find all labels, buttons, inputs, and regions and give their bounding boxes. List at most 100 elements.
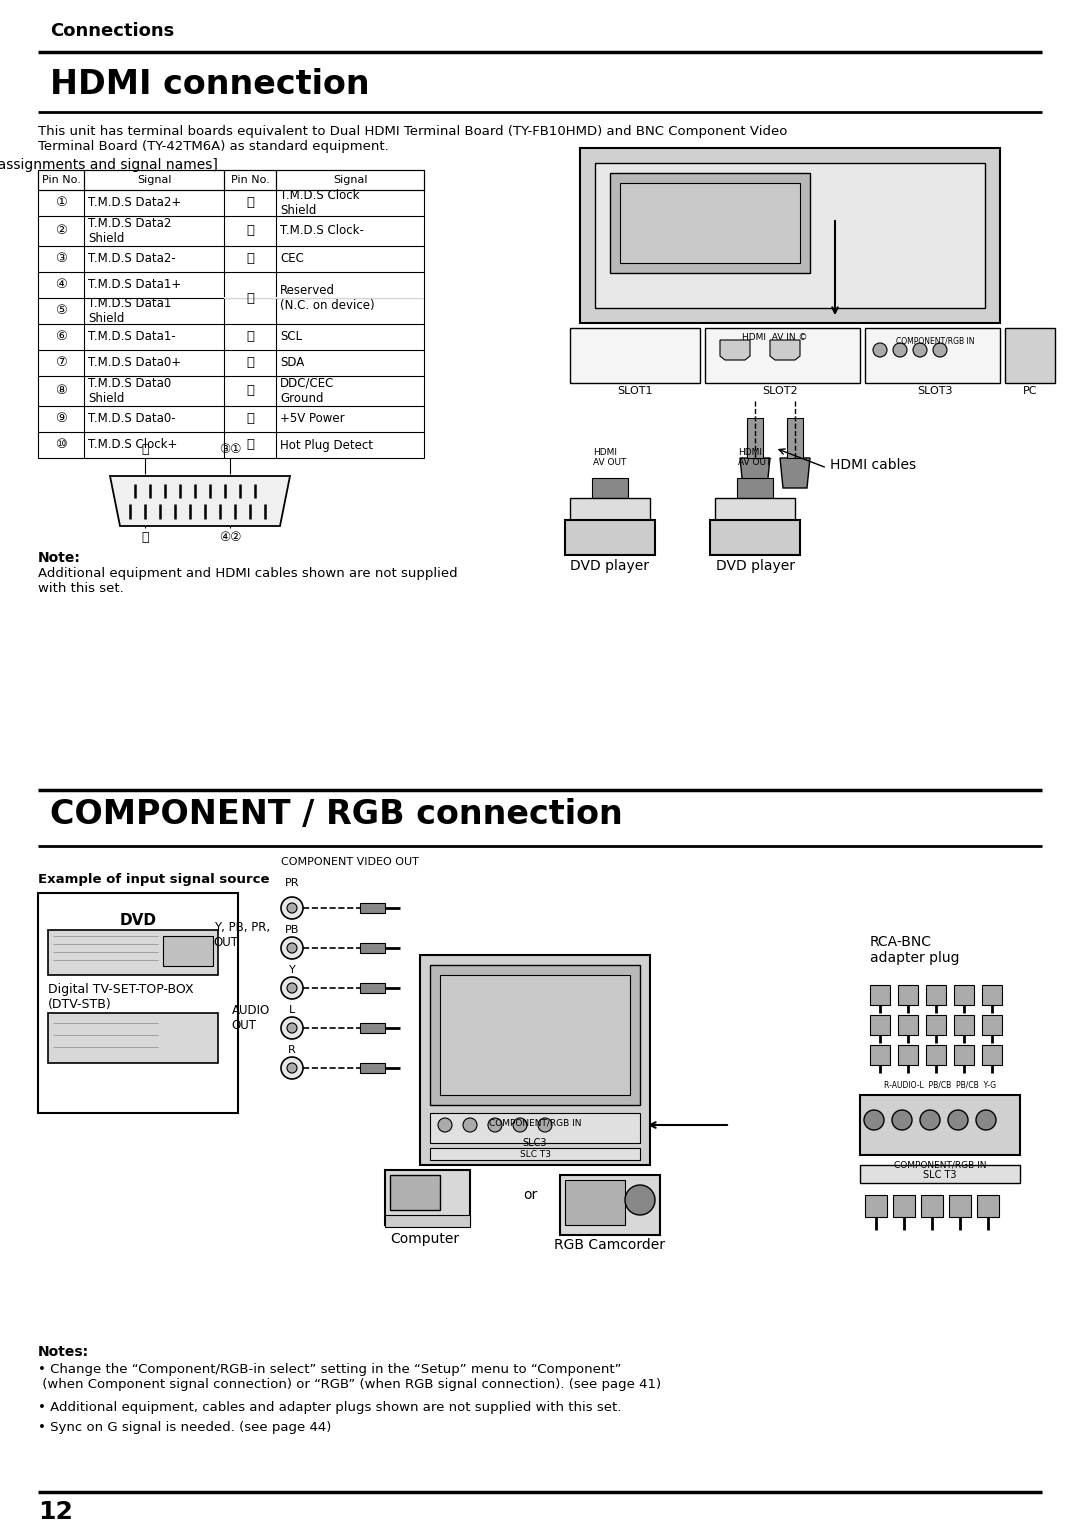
Text: SLOT3: SLOT3	[917, 387, 953, 396]
Bar	[897, 986, 918, 1005]
Bar	[977, 1195, 999, 1216]
Circle shape	[920, 1109, 940, 1131]
Bar	[384, 1215, 470, 1227]
Text: T.M.D.S Data2-: T.M.D.S Data2-	[87, 252, 176, 266]
Bar	[710, 520, 800, 555]
Text: SLC T3: SLC T3	[923, 1170, 957, 1180]
Bar	[870, 1015, 890, 1034]
Circle shape	[281, 976, 303, 999]
Bar	[420, 955, 650, 1164]
Bar	[430, 1148, 640, 1160]
Text: ⑬: ⑬	[246, 252, 254, 266]
Text: SDA: SDA	[280, 356, 305, 370]
Circle shape	[976, 1109, 996, 1131]
Circle shape	[287, 1024, 297, 1033]
Bar	[360, 1063, 384, 1073]
Text: T.M.D.S Data2
Shield: T.M.D.S Data2 Shield	[87, 217, 172, 244]
Text: ⑰: ⑰	[246, 385, 254, 397]
Bar	[705, 329, 860, 384]
Text: +5V Power: +5V Power	[280, 413, 345, 425]
Text: ⑧: ⑧	[55, 385, 67, 397]
Text: ⑲: ⑲	[141, 443, 149, 455]
Text: • Additional equipment, cables and adapter plugs shown are not supplied with thi: • Additional equipment, cables and adapt…	[38, 1401, 621, 1413]
Circle shape	[438, 1118, 453, 1132]
Bar	[570, 498, 650, 520]
Text: DVD: DVD	[120, 914, 157, 927]
Text: ③: ③	[55, 252, 67, 266]
Bar	[897, 1045, 918, 1065]
Bar	[926, 1045, 946, 1065]
Circle shape	[933, 342, 947, 358]
Text: Notes:: Notes:	[38, 1345, 90, 1358]
Text: R-AUDIO-L  PB/CB  PB/CB  Y-G: R-AUDIO-L PB/CB PB/CB Y-G	[883, 1080, 996, 1089]
Bar	[163, 937, 213, 966]
Circle shape	[287, 903, 297, 914]
Text: T.M.D.S Data1
Shield: T.M.D.S Data1 Shield	[87, 296, 172, 325]
Text: ①: ①	[55, 197, 67, 209]
Text: ⑨: ⑨	[55, 413, 67, 425]
Circle shape	[892, 1109, 912, 1131]
Bar	[610, 173, 810, 274]
Circle shape	[893, 342, 907, 358]
Bar	[715, 498, 795, 520]
Bar	[1005, 329, 1055, 384]
Text: COMPONENT VIDEO OUT: COMPONENT VIDEO OUT	[281, 857, 419, 866]
Bar	[954, 1015, 974, 1034]
Circle shape	[463, 1118, 477, 1132]
Text: Pin No.: Pin No.	[231, 176, 269, 185]
Text: T.M.D.S Data0+: T.M.D.S Data0+	[87, 356, 181, 370]
Circle shape	[281, 1057, 303, 1079]
Circle shape	[513, 1118, 527, 1132]
Circle shape	[281, 1018, 303, 1039]
Bar	[954, 1045, 974, 1065]
Text: ⑩: ⑩	[55, 439, 67, 451]
Bar	[565, 1180, 625, 1225]
Circle shape	[873, 342, 887, 358]
Text: ⑲: ⑲	[246, 439, 254, 451]
Text: HDMI connection: HDMI connection	[50, 69, 369, 101]
Text: T.M.D.S Data0-: T.M.D.S Data0-	[87, 413, 176, 425]
Text: ⑥: ⑥	[55, 330, 67, 344]
Text: AUDIO
OUT: AUDIO OUT	[232, 1004, 270, 1031]
Text: T.M.D.S Clock+: T.M.D.S Clock+	[87, 439, 177, 451]
Circle shape	[281, 937, 303, 960]
Text: SLC T3: SLC T3	[519, 1151, 551, 1160]
Text: PR: PR	[285, 879, 299, 888]
Text: Hot Plug Detect: Hot Plug Detect	[280, 439, 373, 451]
Text: Y, PB, PR,
OUT: Y, PB, PR, OUT	[214, 921, 270, 949]
Text: HDMI
AV OUT: HDMI AV OUT	[739, 448, 772, 468]
Text: T.M.D.S Clock-: T.M.D.S Clock-	[280, 225, 364, 237]
Polygon shape	[110, 477, 291, 526]
Text: ⑦: ⑦	[55, 356, 67, 370]
Bar	[48, 931, 218, 975]
Text: ③①: ③①	[219, 443, 241, 455]
Circle shape	[948, 1109, 968, 1131]
Bar	[949, 1195, 971, 1216]
Bar	[38, 170, 424, 189]
Bar	[787, 419, 804, 458]
Bar	[921, 1195, 943, 1216]
Polygon shape	[740, 458, 770, 487]
Text: RCA-BNC
adapter plug: RCA-BNC adapter plug	[870, 935, 959, 966]
Text: ⑫: ⑫	[246, 225, 254, 237]
Polygon shape	[770, 341, 800, 361]
Bar	[360, 983, 384, 993]
Text: T.M.D.S Data2+: T.M.D.S Data2+	[87, 197, 181, 209]
Bar	[737, 478, 773, 498]
Text: RGB Camcorder: RGB Camcorder	[554, 1238, 665, 1251]
Text: Signal: Signal	[333, 176, 367, 185]
Circle shape	[864, 1109, 885, 1131]
Bar	[360, 1024, 384, 1033]
Bar	[440, 975, 630, 1096]
Text: • Sync on G signal is needed. (see page 44): • Sync on G signal is needed. (see page …	[38, 1421, 332, 1433]
Text: COMPONENT / RGB connection: COMPONENT / RGB connection	[50, 798, 623, 831]
Polygon shape	[780, 458, 810, 487]
Bar	[390, 1175, 440, 1210]
Text: T.M.D.S Data1-: T.M.D.S Data1-	[87, 330, 176, 344]
Bar	[870, 1045, 890, 1065]
Bar	[592, 478, 627, 498]
Text: HDMI cables: HDMI cables	[831, 458, 916, 472]
Bar	[360, 943, 384, 953]
Bar	[620, 183, 800, 263]
Bar	[860, 1096, 1020, 1155]
